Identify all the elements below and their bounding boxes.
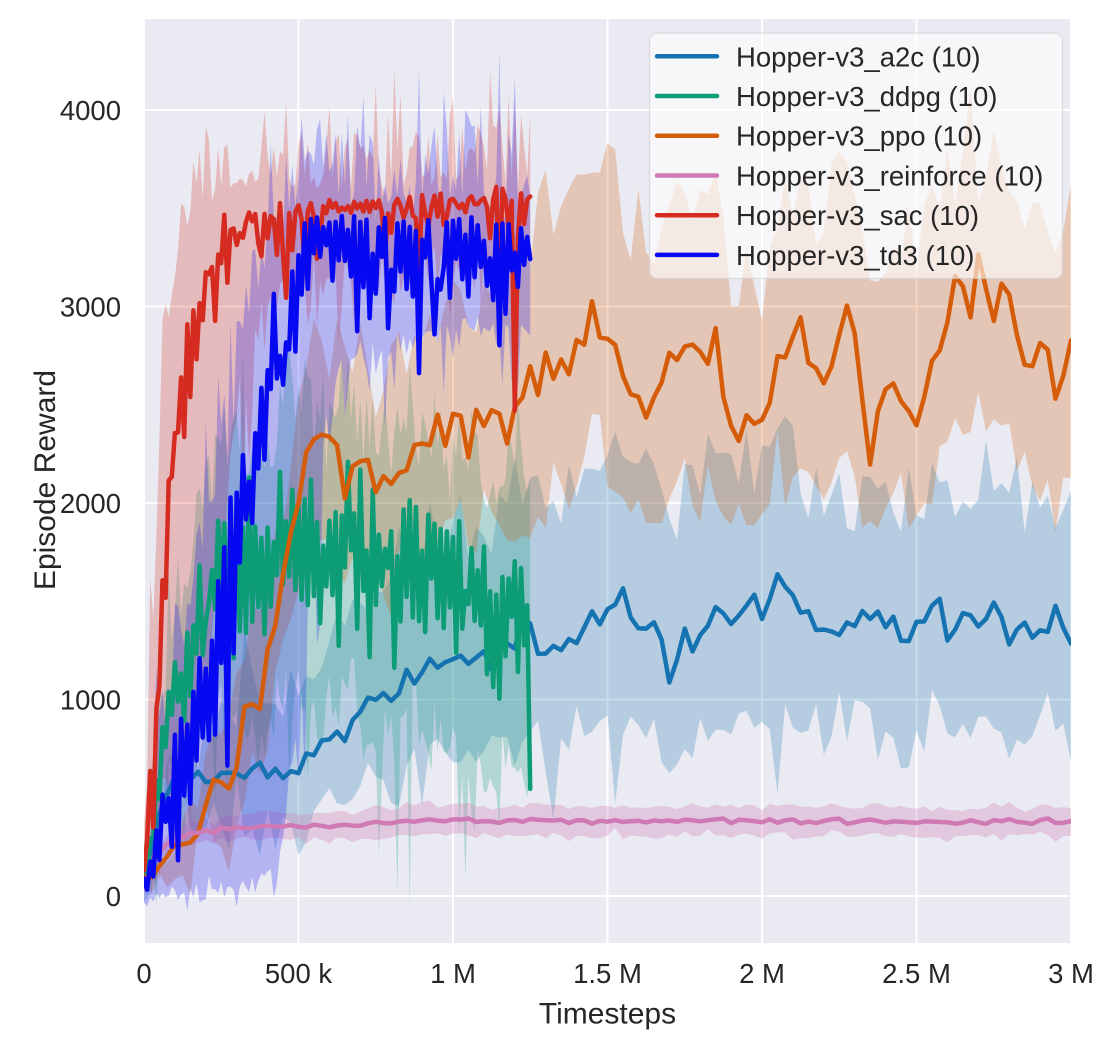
svg-text:1 M: 1 M — [430, 958, 476, 989]
svg-text:Hopper-v3_ppo (10): Hopper-v3_ppo (10) — [736, 121, 982, 152]
svg-text:Hopper-v3_a2c (10): Hopper-v3_a2c (10) — [736, 41, 981, 72]
svg-text:Hopper-v3_ddpg (10): Hopper-v3_ddpg (10) — [736, 81, 997, 112]
svg-text:Episode Reward: Episode Reward — [29, 370, 62, 590]
svg-text:Timesteps: Timesteps — [539, 998, 676, 1031]
svg-text:4000: 4000 — [60, 95, 121, 126]
svg-text:2 M: 2 M — [739, 958, 785, 989]
svg-text:2.5 M: 2.5 M — [882, 958, 951, 989]
svg-text:Hopper-v3_sac (10): Hopper-v3_sac (10) — [736, 200, 979, 231]
svg-text:0: 0 — [106, 881, 121, 912]
svg-text:1000: 1000 — [60, 684, 121, 715]
svg-text:Hopper-v3_td3 (10): Hopper-v3_td3 (10) — [736, 240, 974, 271]
svg-text:2000: 2000 — [60, 488, 121, 519]
svg-text:1.5 M: 1.5 M — [573, 958, 642, 989]
svg-text:3 M: 3 M — [1048, 958, 1094, 989]
svg-text:3000: 3000 — [60, 291, 121, 322]
svg-text:Hopper-v3_reinforce (10): Hopper-v3_reinforce (10) — [736, 161, 1043, 192]
svg-text:500 k: 500 k — [265, 958, 333, 989]
svg-text:0: 0 — [136, 958, 151, 989]
